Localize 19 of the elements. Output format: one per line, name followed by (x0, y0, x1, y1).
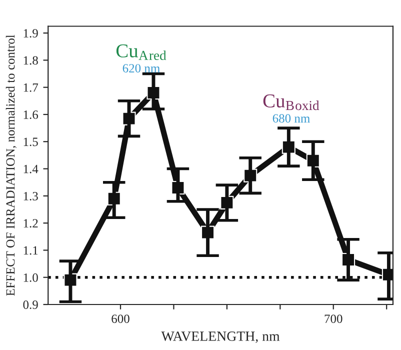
annotation: Cu$_{Ared}$ (116, 44, 166, 60)
y-tick-label: 1.3 (24, 192, 38, 200)
y-tick-label: 1.2 (24, 219, 38, 228)
y-tick-label: 1.6 (24, 110, 38, 119)
y-tick-label: 1.5 (24, 138, 38, 146)
annotation: 680 nm (272, 114, 310, 123)
y-tick-label: 1.4 (24, 164, 38, 174)
x-tick-label: 600 (112, 314, 130, 324)
x-tick-label: 700 (324, 314, 342, 324)
annotation: 620 nm (122, 64, 160, 73)
y-tick-label: 1.9 (24, 29, 38, 38)
annotation: Cu$_{Boxid}$ (263, 94, 320, 110)
y-tick-label: 1.0 (24, 273, 38, 282)
y-tick-label: 0.9 (23, 300, 38, 310)
y-axis-title: EFFECT OF IRRADIATION, normalized to control (6, 34, 16, 296)
y-tick-label: 1.8 (24, 56, 38, 65)
x-axis-title: WAVELENGTH, nm (161, 332, 280, 343)
y-tick-label: 1.1 (24, 246, 38, 255)
y-tick-label: 1.7 (24, 83, 38, 92)
